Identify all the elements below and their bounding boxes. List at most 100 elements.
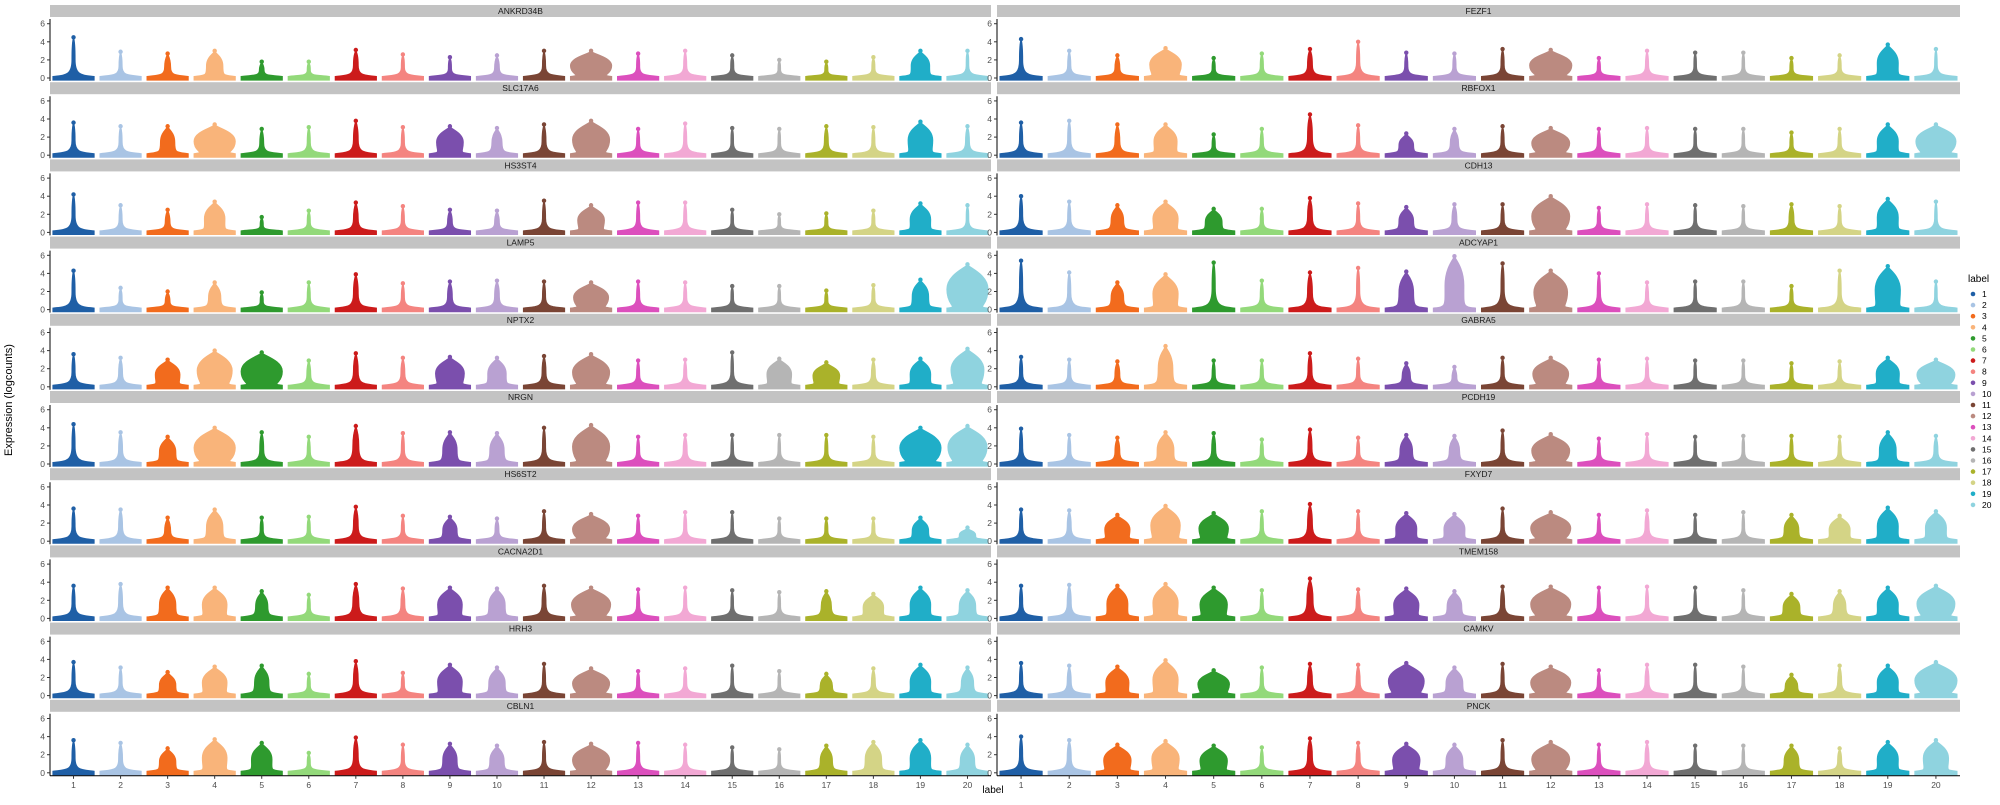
facet-strip-label: TMEM158: [1459, 546, 1498, 556]
violin-cat-20: [946, 526, 989, 544]
violin-cat-12: [569, 742, 613, 776]
violin-cat-8: [381, 126, 424, 158]
violin-cat-9: [1384, 132, 1428, 158]
violin-max-point: [1259, 358, 1265, 363]
violin-max-point: [353, 47, 359, 53]
violin-max-point: [541, 353, 547, 359]
violin-cat-9: [1384, 587, 1428, 621]
violin-max-point: [1789, 512, 1794, 518]
facet-strip-label: PCDH19: [1462, 392, 1496, 402]
violin-max-point: [918, 585, 923, 590]
legend-key: [1970, 347, 1976, 352]
violin-max-point: [1789, 130, 1794, 135]
violin-max-point: [1596, 271, 1602, 276]
facet-panel: NPTX2 0 2 4 6: [40, 313, 991, 392]
violin-cat-1: [52, 584, 95, 621]
violin-cat-19: [899, 663, 942, 699]
violin-max-point: [353, 581, 359, 587]
violin-cat-5: [1192, 669, 1236, 699]
y-tick-label: 4: [987, 37, 992, 47]
violin-cat-6: [287, 281, 330, 313]
violin-max-point: [1115, 583, 1120, 589]
violin-cat-19: [899, 278, 942, 313]
legend-label: 18: [1982, 478, 1992, 488]
violin-cat-19: [899, 202, 942, 235]
violin-cat-5: [240, 127, 283, 158]
violin-max-point: [1500, 124, 1505, 129]
violin-max-point: [1307, 46, 1313, 52]
y-tick-label: 2: [40, 55, 45, 65]
violin-cat-5: [240, 664, 283, 699]
violin-cat-12: [1529, 665, 1573, 699]
violin-cat-20: [1914, 358, 1958, 390]
violin-max-point: [1692, 279, 1698, 284]
violin-max-point: [871, 666, 876, 671]
violin-max-point: [71, 352, 76, 357]
violin-max-point: [118, 355, 123, 361]
facet-strip-label: FXYD7: [1465, 469, 1493, 479]
violin-max-point: [1067, 663, 1072, 668]
violin-cat-7: [334, 424, 377, 467]
violin-max-point: [353, 504, 359, 510]
violin-max-point: [1018, 426, 1024, 431]
violin-max-point: [1018, 36, 1024, 42]
violin-cat-20: [1914, 434, 1958, 467]
violin-cat-15: [711, 126, 754, 158]
violin-max-point: [730, 207, 735, 212]
violin-cat-15: [1673, 435, 1717, 467]
violin-cat-16: [758, 591, 801, 621]
violin-cat-18: [852, 517, 895, 544]
violin-max-point: [165, 207, 170, 212]
violin-cat-17: [1769, 362, 1814, 390]
violin-max-point: [447, 662, 453, 668]
violin-cat-16: [758, 517, 801, 544]
violin-max-point: [259, 663, 264, 668]
x-tick-label: 16: [775, 780, 785, 790]
violin-cat-19: [1866, 43, 1910, 81]
legend-label: 10: [1982, 389, 1992, 399]
violin-cat-16: [1721, 589, 1765, 621]
violin-cat-15: [1673, 280, 1717, 313]
violin-cat-1: [999, 508, 1043, 544]
violin-max-point: [635, 126, 641, 132]
violin-cat-6: [287, 515, 330, 544]
violin-cat-17: [805, 744, 848, 776]
violin-cat-14: [1625, 49, 1669, 81]
violin-cat-11: [1480, 739, 1525, 776]
violin-cat-15: [711, 746, 754, 776]
facet-panel: RBFOX1 0 2 4 6: [987, 82, 1960, 160]
violin-cat-2: [1047, 739, 1091, 776]
violin-cat-15: [1673, 359, 1717, 390]
violin-cat-16: [758, 433, 801, 467]
violin-max-point: [1644, 202, 1650, 207]
violin-max-point: [871, 739, 876, 745]
violin-max-point: [1885, 585, 1890, 590]
violin-cat-3: [1095, 584, 1139, 621]
violin-max-point: [1596, 585, 1602, 590]
violin-max-point: [1885, 263, 1890, 269]
violin-max-point: [1548, 431, 1553, 437]
violin-cat-20: [946, 743, 989, 776]
violin-cat-6: [287, 435, 330, 467]
legend-key: [1970, 380, 1976, 386]
violin-cat-9: [428, 742, 472, 776]
violin-max-point: [871, 591, 876, 597]
violin-max-point: [400, 431, 406, 436]
violin-max-point: [71, 35, 76, 40]
x-tick-label: 6: [1259, 780, 1264, 790]
violin-max-point: [730, 350, 735, 355]
violin-cat-3: [146, 358, 189, 390]
violin-max-point: [1307, 351, 1313, 356]
violin-max-point: [918, 201, 923, 206]
violin-cat-17: [805, 125, 848, 158]
violin-cat-14: [664, 358, 707, 390]
y-tick-label: 4: [987, 114, 992, 124]
violin-cat-6: [1240, 438, 1284, 467]
violin-cat-5: [1192, 586, 1236, 621]
violin-cat-16: [1721, 359, 1765, 390]
violin-cat-19: [899, 426, 942, 467]
violin-cat-10: [1432, 203, 1477, 235]
violin-max-point: [1404, 432, 1409, 438]
violin-max-point: [494, 743, 500, 748]
violin-cat-2: [1047, 509, 1091, 544]
